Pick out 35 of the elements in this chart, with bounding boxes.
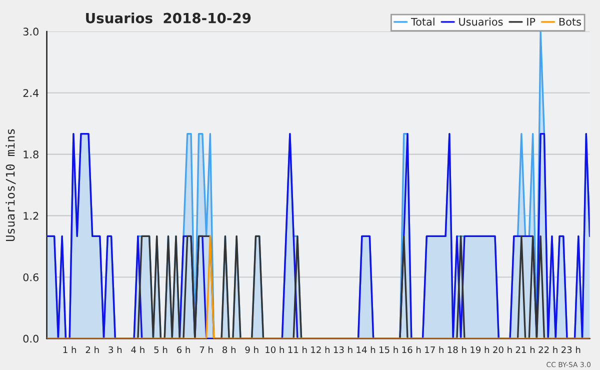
x-tick-label: 15 h [380,346,398,354]
x-tick-label: 16 h [402,346,421,354]
y-tick-label: 1.8 [24,150,38,158]
x-tick-label: 11 h [288,346,307,354]
x-tick-label: 23 h [562,346,580,354]
y-tick-label: 3.0 [23,28,38,36]
x-tick-label: 21 h [516,346,535,354]
legend-label: IP [527,18,536,26]
x-tick-label: 3 h [108,346,122,354]
x-tick-label: 18 h [448,346,466,354]
y-axis-title: Usuarios/10 mins [6,129,16,242]
legend-label: Bots [559,18,581,26]
x-tick-label: 6 h [176,346,190,354]
y-tick-label: 0.0 [23,334,38,343]
y-tick-label: 2.4 [23,89,39,97]
x-tick-label: 12 h [311,346,330,354]
x-tick-label: 7 h [200,346,213,354]
legend-label: Total [410,18,434,26]
x-tick-label: 9 h [245,346,258,354]
x-tick-label: 22 h [538,346,558,354]
x-tick-label: 4 h [131,346,144,354]
x-tick-label: 14 h [356,346,376,354]
y-tick-label: 1.2 [24,212,38,220]
y-tick-label: 0.6 [23,273,39,282]
x-tick-label: 1 h [63,346,76,354]
x-tick-label: 10 h [266,346,284,354]
x-tick-label: 13 h [334,346,352,354]
x-tick-label: 8 h [222,346,236,354]
x-tick-label: 2 h [86,346,99,354]
chart-title: Usuarios 2018-10-29 [86,12,251,24]
legend-label: Usuarios [459,18,503,26]
x-tick-label: 17 h [425,346,444,354]
x-tick-label: 5 h [154,346,168,354]
x-tick-label: 19 h [470,346,490,354]
x-tick-label: 20 h [493,346,512,354]
